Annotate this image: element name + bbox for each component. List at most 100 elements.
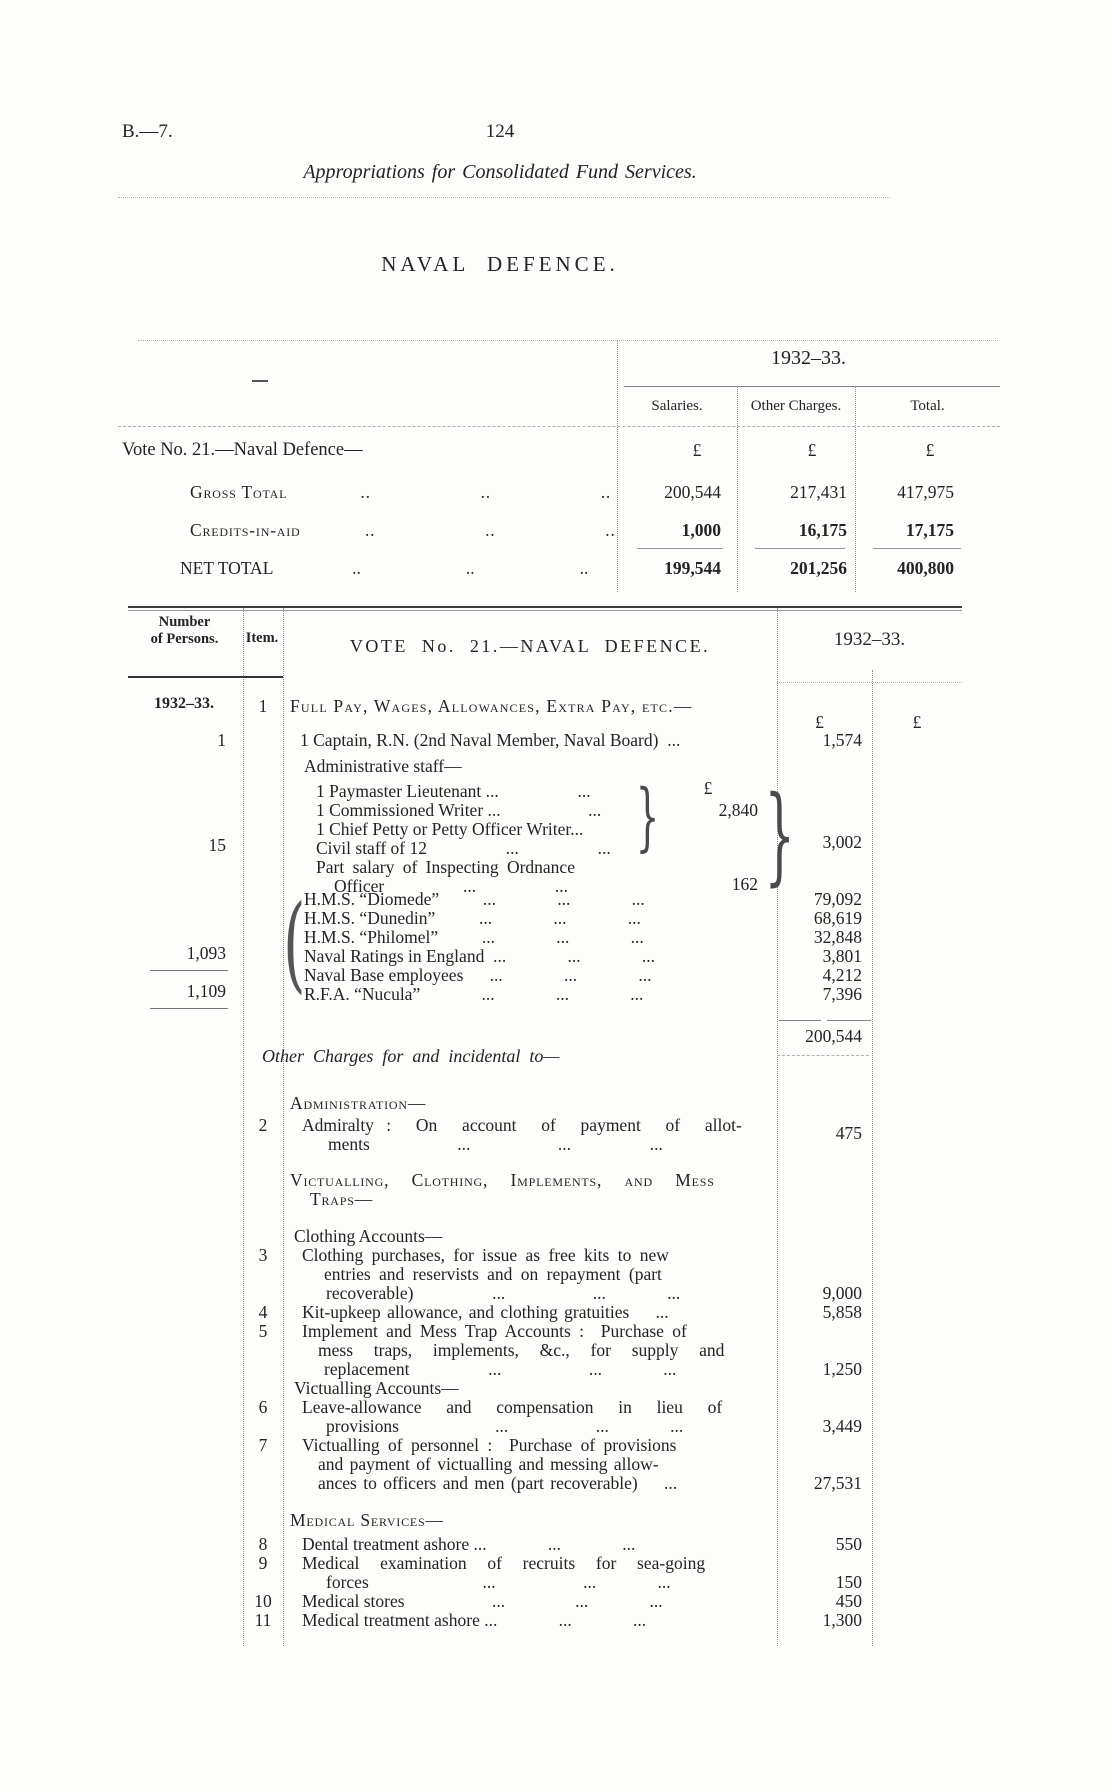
subtotal-rule-under bbox=[777, 1055, 869, 1056]
line-victualling-1: Victualling of personnel : Purchase of p… bbox=[302, 1435, 677, 1455]
header-rule bbox=[118, 197, 890, 198]
item-number: 2 bbox=[258, 1115, 268, 1135]
summary-col-salaries: Salaries. bbox=[651, 398, 703, 414]
staff-group-brace: } bbox=[635, 774, 660, 860]
summary-net-label: NET TOTAL .. .. .. bbox=[180, 558, 589, 578]
line-staff-1: 1 Paymaster Lieutenant ... ... bbox=[316, 781, 591, 801]
line-ship: H.M.S. “Dunedin” ... ... ... bbox=[304, 908, 641, 928]
line-admiralty-2: ments ... ... ... bbox=[328, 1134, 663, 1154]
line-exam-1: Medical examination of recruits for sea-… bbox=[302, 1553, 706, 1573]
line-implement-2: mess traps, implements, &c., for supply … bbox=[318, 1340, 725, 1360]
line-ship: Naval Base employees ... ... ... bbox=[304, 965, 652, 985]
amount: 5,858 bbox=[822, 1302, 862, 1322]
table-top-rule-2 bbox=[128, 610, 962, 611]
header-item: Item. bbox=[245, 630, 279, 646]
summary-net-rule bbox=[873, 548, 961, 549]
amount: 1,300 bbox=[822, 1610, 862, 1630]
line-clothing-1: Clothing purchases, for issue as free ki… bbox=[302, 1245, 669, 1265]
line-ship: H.M.S. “Diomede” ... ... ... bbox=[304, 889, 645, 909]
amount: 1,574 bbox=[822, 730, 862, 750]
document-tagline: Appropriations for Consolidated Fund Ser… bbox=[303, 161, 697, 183]
persons-count: 15 bbox=[208, 835, 227, 855]
persons-subtotal-rule bbox=[150, 1008, 228, 1009]
line-leave-2: provisions ... ... ... bbox=[326, 1416, 684, 1436]
summary-credits-other: 16,175 bbox=[798, 520, 847, 540]
line-treatment: Medical treatment ashore ... ... ... bbox=[302, 1610, 647, 1630]
amount-inner: 162 bbox=[731, 874, 758, 894]
item-number: 4 bbox=[258, 1302, 268, 1322]
summary-desc-dash bbox=[252, 380, 268, 382]
item-number: 1 bbox=[258, 696, 268, 716]
summary-year-header: 1932–33. bbox=[771, 347, 846, 369]
persons-subtotal-rule bbox=[150, 970, 228, 971]
line-dental: Dental treatment ashore ... ... ... bbox=[302, 1534, 636, 1554]
line-ship: H.M.S. “Philomel” ... ... ... bbox=[304, 927, 644, 947]
line-captain: 1 Captain, R.N. (2nd Naval Member, Naval… bbox=[300, 730, 681, 750]
line-admiralty-1: Admiralty : On account of payment of all… bbox=[302, 1115, 742, 1135]
amount: 150 bbox=[835, 1572, 862, 1592]
item-number: 8 bbox=[258, 1534, 268, 1554]
victualling-heading-1: Victualling, Clothing, Implements, and M… bbox=[290, 1170, 715, 1190]
summary-net-rule bbox=[637, 548, 723, 549]
header-vote-title: VOTE No. 21.—NAVAL DEFENCE. bbox=[349, 636, 711, 656]
administration-heading: Administration— bbox=[290, 1093, 427, 1113]
summary-net-rule bbox=[755, 548, 845, 549]
header-year: 1932–33. bbox=[833, 629, 906, 650]
line-stores: Medical stores ... ... ... bbox=[302, 1591, 663, 1611]
summary-col-other-charges: Other Charges. bbox=[750, 398, 842, 414]
persons-count: 1 bbox=[217, 730, 226, 750]
summary-vote-line: Vote No. 21.—Naval Defence— bbox=[122, 440, 363, 460]
amount: 7,396 bbox=[822, 984, 862, 1004]
subtotal-rule bbox=[779, 1020, 821, 1021]
line-kit-upkeep: Kit-upkeep allowance, and clothing gratu… bbox=[302, 1302, 669, 1322]
pound-sign: £ bbox=[912, 712, 922, 732]
pound-sign: £ bbox=[925, 440, 935, 460]
pound-sign: £ bbox=[692, 440, 702, 460]
line-staff-3: 1 Chief Petty or Petty Officer Writer... bbox=[316, 819, 584, 839]
amount: 3,002 bbox=[822, 832, 862, 852]
summary-year-rule bbox=[624, 386, 1000, 387]
amount: 550 bbox=[835, 1534, 862, 1554]
doc-reference: B.—7. bbox=[122, 121, 173, 142]
summary-credits-total: 17,175 bbox=[905, 520, 954, 540]
summary-credits-label: Credits-in-aid .. .. .. bbox=[190, 520, 616, 540]
summary-gross-salaries: 200,544 bbox=[664, 482, 721, 502]
vote-table: Number of Persons. Item. VOTE No. 21.—NA… bbox=[128, 606, 962, 1652]
line-leave-1: Leave-allowance and compensation in lieu… bbox=[302, 1397, 723, 1417]
persons-subtotal: 1,093 bbox=[186, 943, 226, 963]
table-top-rule bbox=[128, 606, 962, 608]
line-staff-2: 1 Commissioned Writer ... ... bbox=[316, 800, 602, 820]
amount: 3,801 bbox=[822, 946, 862, 966]
amount: 4,212 bbox=[822, 965, 862, 985]
amount: 9,000 bbox=[822, 1283, 862, 1303]
pound-sign: £ bbox=[807, 440, 817, 460]
persons-subtotal: 1,109 bbox=[186, 981, 226, 1001]
fullpay-subtotal: 200,544 bbox=[805, 1026, 862, 1046]
line-part-salary-2: Officer ... ... bbox=[334, 876, 568, 896]
other-charges-heading: Other Charges for and incidental to— bbox=[262, 1046, 560, 1066]
amount: 32,848 bbox=[813, 927, 862, 947]
amount: 1,250 bbox=[822, 1359, 862, 1379]
page-number: 124 bbox=[485, 121, 515, 142]
item-number: 10 bbox=[254, 1591, 272, 1611]
victualling-accounts-heading: Victualling Accounts— bbox=[294, 1378, 459, 1398]
pound-sign: £ bbox=[703, 778, 713, 798]
amount: 79,092 bbox=[813, 889, 862, 909]
line-ship: Naval Ratings in England ... ... ... bbox=[304, 946, 655, 966]
salary-total-brace: } bbox=[764, 773, 795, 896]
summary-gross-total: 417,975 bbox=[897, 482, 954, 502]
item-number: 5 bbox=[258, 1321, 268, 1341]
line-clothing-2: entries and reservists and on repayment … bbox=[324, 1264, 662, 1284]
amount: 475 bbox=[835, 1123, 862, 1143]
line-ship: R.F.A. “Nucula” ... ... ... bbox=[304, 984, 644, 1004]
line-implement-1: Implement and Mess Trap Accounts : Purch… bbox=[302, 1321, 687, 1341]
persons-item-rule bbox=[243, 608, 244, 1646]
summary-col-total: Total. bbox=[910, 398, 945, 414]
line-victualling-2: and payment of victualling and messing a… bbox=[318, 1454, 659, 1474]
header-number-of-persons: Number of Persons. bbox=[150, 614, 219, 647]
line-victualling-3: ances to officers and men (part recovera… bbox=[318, 1473, 678, 1493]
summary-net-salaries: 199,544 bbox=[664, 558, 721, 578]
persons-year-label: 1932–33. bbox=[154, 695, 214, 712]
amount-amount-rule bbox=[872, 670, 873, 1646]
line-staff-4: Civil staff of 12 ... ... bbox=[316, 838, 611, 858]
